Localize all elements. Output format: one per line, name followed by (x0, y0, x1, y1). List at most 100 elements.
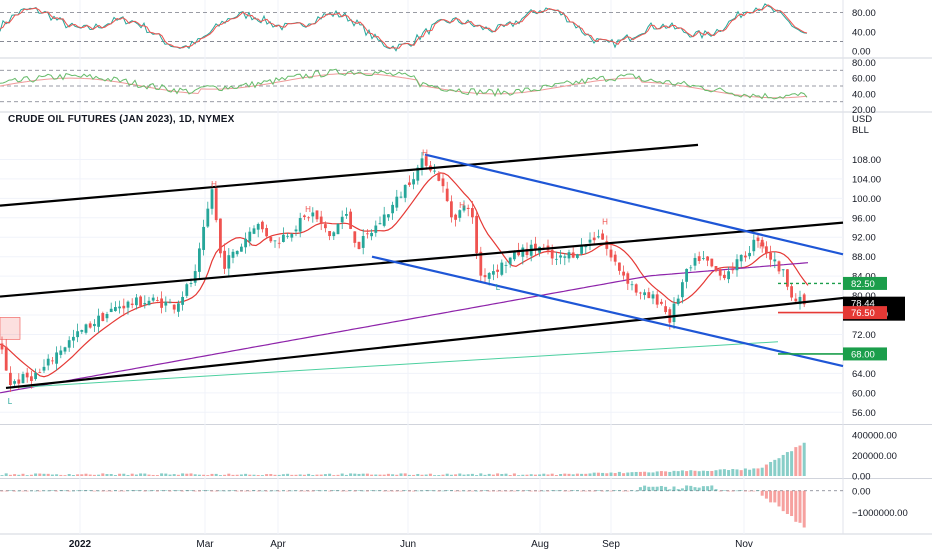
candle-body (576, 254, 579, 258)
candle-body (223, 250, 226, 269)
oscillator-bar (307, 490, 311, 492)
candle-body (38, 372, 42, 373)
pivot-label: L (8, 397, 13, 406)
candle-body (135, 297, 138, 306)
candle-body (765, 246, 768, 254)
candle-body (97, 315, 100, 327)
oscillator-bar (336, 490, 340, 491)
channel-upper-line (0, 143, 699, 207)
volume-bar (722, 469, 726, 476)
oscillator-bar (575, 490, 579, 492)
stoch-d-line (0, 4, 808, 49)
volume-bar (88, 474, 92, 476)
candle-body (802, 294, 806, 305)
volume-bar (122, 473, 126, 476)
oscillator-bar (55, 490, 59, 492)
volume-bar (752, 468, 756, 476)
candle-body (378, 223, 382, 225)
price-tick-label: 104.00 (852, 174, 881, 185)
candle-body (592, 237, 596, 241)
oscillator-bar (59, 490, 63, 491)
volume-bar (25, 475, 29, 476)
oscillator-bar (727, 490, 731, 492)
volume-bar (155, 475, 159, 476)
oscillator-bar (584, 490, 588, 492)
oscillator-bar (97, 490, 101, 492)
oscillator-bar (294, 490, 298, 492)
candle-body (492, 271, 495, 275)
volume-bar (454, 474, 458, 476)
badge-stop-bg (843, 306, 887, 320)
volume-bar (433, 475, 437, 476)
candle-body (403, 184, 407, 198)
oscillator-bar (315, 490, 319, 491)
oscillator-bar (298, 490, 302, 492)
oscillator-bar (773, 490, 777, 503)
volume-bar (126, 474, 130, 476)
oscillator-bar (126, 490, 130, 492)
pivot-label: H (211, 180, 217, 189)
oscillator-bar (668, 489, 672, 491)
volume-bar (798, 445, 802, 476)
volume-bar (559, 474, 563, 476)
candle-body (420, 158, 424, 169)
volume-bar (101, 473, 105, 476)
oscillator-bar (508, 490, 512, 492)
volume-bar (735, 469, 739, 476)
volume-bar (496, 473, 500, 476)
candle-body (202, 226, 205, 250)
oscillator-bar (189, 490, 193, 491)
oscillator-bar (214, 490, 218, 492)
volume-bar (311, 475, 315, 476)
oscillator-bar (626, 490, 630, 492)
candle-body (513, 251, 516, 260)
candle-body (139, 296, 142, 307)
candle-body (143, 303, 147, 305)
oscillator-bar (458, 490, 462, 492)
candle-body (21, 374, 25, 384)
stoch-tick-label: 80.00 (852, 8, 876, 19)
candle-body (193, 271, 197, 283)
volume-bar (290, 474, 294, 476)
x-tick-label: Sep (602, 539, 620, 550)
volume-bar (181, 473, 185, 476)
volume-bar (248, 474, 252, 476)
candle-body (647, 292, 651, 299)
volume-bar (197, 474, 201, 476)
oscillator-bar (118, 490, 122, 492)
oscillator-bar (538, 490, 542, 492)
oscillator-bar (676, 489, 680, 491)
candle-body (790, 286, 793, 298)
oscillator-bar (466, 490, 470, 492)
oscillator-bar (67, 490, 71, 492)
oscillator-bar (218, 490, 222, 492)
pivot-label: H (602, 218, 608, 227)
oscillator-bar (609, 490, 613, 492)
volume-bar (277, 474, 281, 476)
oscillator-bar (777, 490, 781, 507)
oscillator-bar (34, 490, 38, 492)
volume-bar (265, 474, 269, 476)
candle-body (534, 243, 537, 250)
volume-bar (655, 471, 659, 476)
oscillator-bar (643, 485, 647, 491)
price-tick-label: 96.00 (852, 213, 876, 224)
oscillator-bar (802, 490, 806, 528)
candle-body (319, 216, 323, 224)
candle-body (588, 239, 592, 243)
oscillator-bar (281, 490, 285, 492)
candle-body (399, 196, 403, 198)
oscillator-bar (634, 490, 638, 492)
oscillator-bar (672, 486, 676, 491)
volume-bar (689, 470, 693, 476)
oscillator-bar (496, 490, 500, 492)
candle-body (714, 266, 718, 272)
candle-body (72, 336, 75, 341)
volume-bar (361, 473, 365, 476)
candle-body (504, 264, 508, 266)
volume-bar (63, 475, 67, 476)
volume-bar (781, 454, 785, 476)
oscillator-bar (483, 490, 487, 492)
candle-body (168, 302, 172, 304)
candle-body (794, 298, 798, 302)
